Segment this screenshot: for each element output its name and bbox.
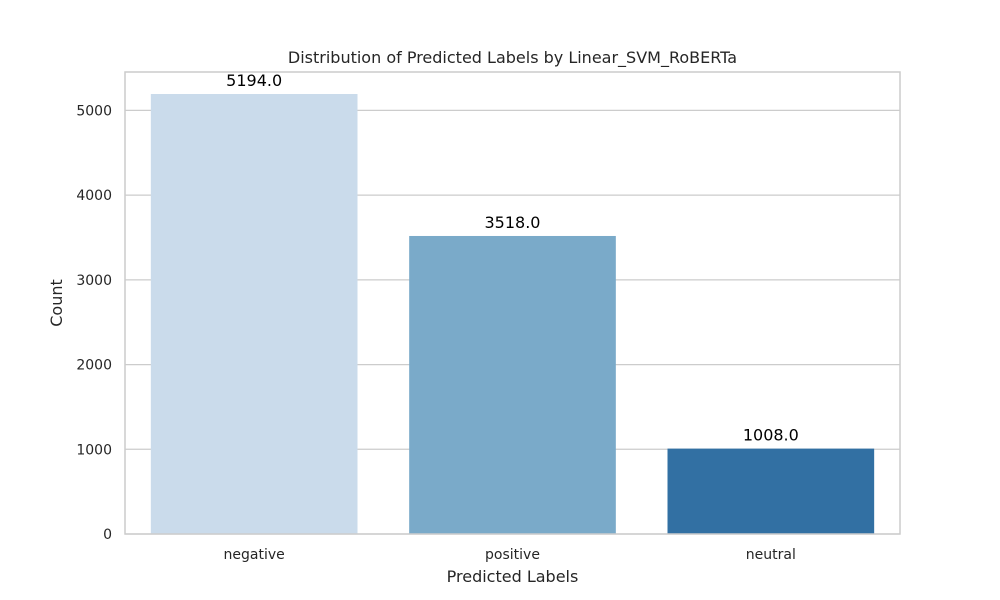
chart-title: Distribution of Predicted Labels by Line… bbox=[288, 48, 737, 68]
y-tick-labels: 0 1000 2000 3000 4000 5000 bbox=[76, 103, 112, 543]
bar-positive bbox=[409, 235, 616, 535]
data-label-positive: 3518.0 bbox=[485, 213, 541, 232]
y-tick-label: 3000 bbox=[76, 273, 112, 289]
y-tick-label: 4000 bbox=[76, 188, 112, 204]
x-tick-label-neutral: neutral bbox=[746, 547, 796, 563]
y-tick-label: 2000 bbox=[76, 358, 112, 374]
data-labels: 5194.0 3518.0 1008.0 bbox=[226, 71, 799, 445]
data-label-neutral: 1008.0 bbox=[743, 426, 799, 445]
bar-neutral bbox=[667, 448, 875, 534]
x-axis-label: Predicted Labels bbox=[447, 567, 579, 586]
x-tick-labels: negative positive neutral bbox=[224, 547, 796, 563]
x-tick-label-positive: positive bbox=[485, 547, 540, 563]
y-tick-label: 1000 bbox=[76, 442, 112, 458]
bars bbox=[150, 94, 875, 535]
plot-frame bbox=[124, 71, 901, 535]
bar-negative bbox=[150, 94, 358, 534]
x-tick-label-negative: negative bbox=[224, 547, 285, 563]
y-tick-label: 5000 bbox=[76, 103, 112, 119]
y-axis-label: Count bbox=[47, 279, 66, 327]
data-label-negative: 5194.0 bbox=[226, 71, 282, 90]
y-tick-label: 0 bbox=[103, 527, 112, 543]
